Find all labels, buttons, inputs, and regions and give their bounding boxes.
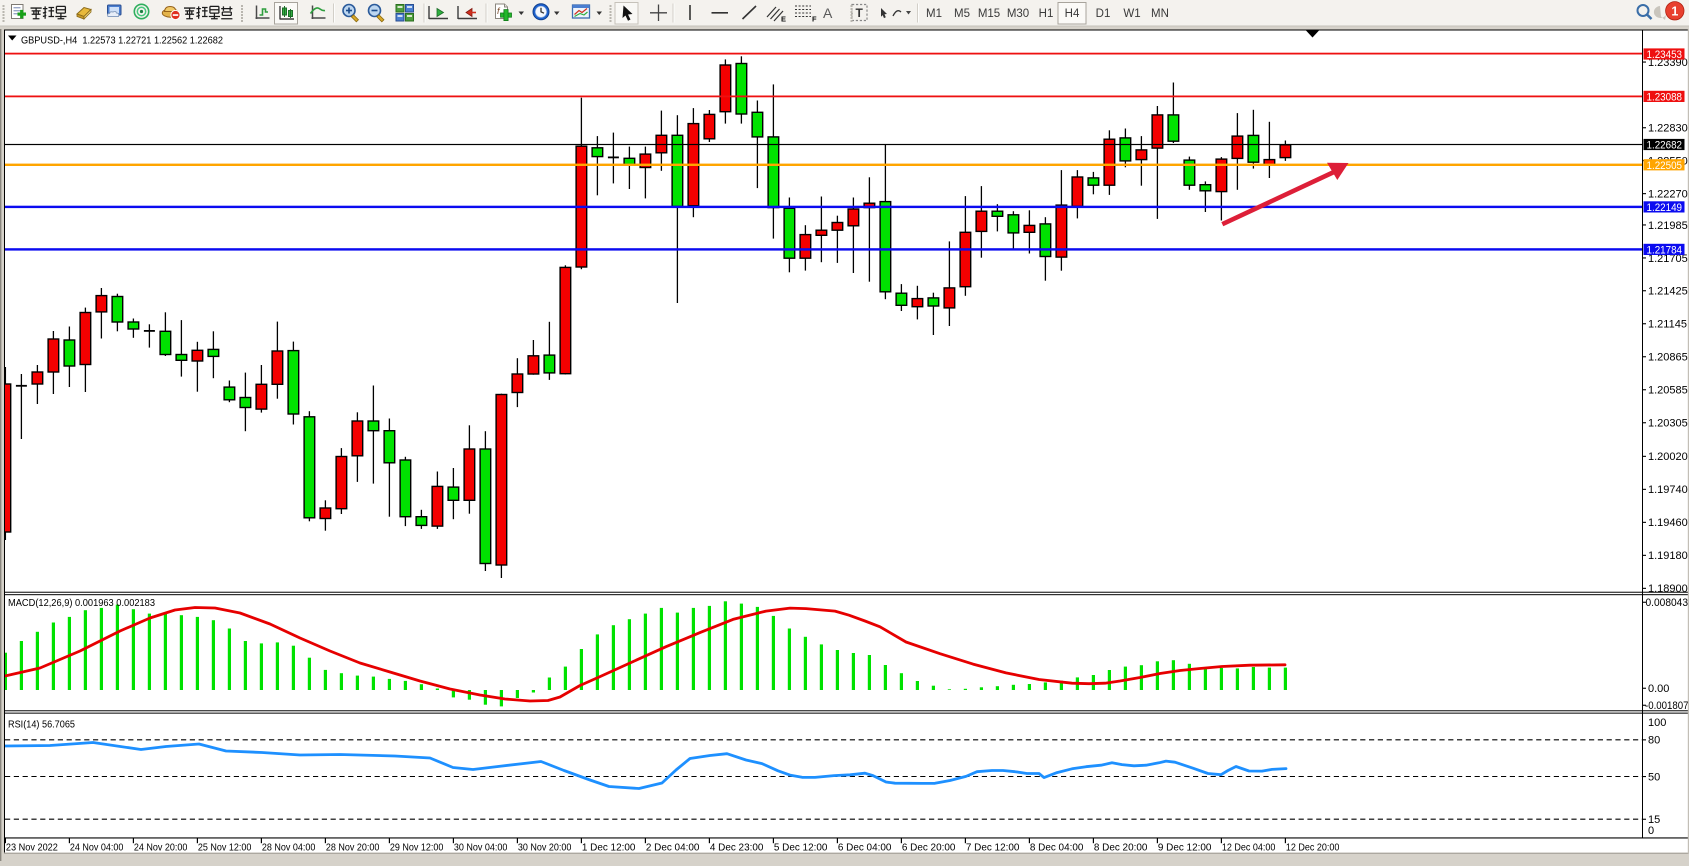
svg-text:1.20865: 1.20865: [1648, 352, 1688, 364]
svg-text:80: 80: [1648, 735, 1660, 747]
svg-text:1.18900: 1.18900: [1648, 583, 1688, 595]
svg-text:28 Nov 20:00: 28 Nov 20:00: [326, 843, 380, 854]
svg-text:MACD(12,26,9) 0.001963 0.00218: MACD(12,26,9) 0.001963 0.002183: [8, 598, 155, 609]
svg-text:8 Dec 04:00: 8 Dec 04:00: [1030, 843, 1084, 854]
svg-text:1.22149: 1.22149: [1647, 202, 1683, 214]
svg-text:1.22830: 1.22830: [1648, 123, 1688, 135]
svg-text:29 Nov 12:00: 29 Nov 12:00: [390, 843, 444, 854]
svg-text:GBPUSD-,H4 1.22573 1.22721 1.: GBPUSD-,H4 1.22573 1.22721 1.22562 1.226…: [21, 36, 223, 47]
svg-text:RSI(14) 56.7065: RSI(14) 56.7065: [8, 720, 75, 731]
svg-text:F: F: [812, 15, 817, 24]
svg-text:6 Dec 20:00: 6 Dec 20:00: [902, 843, 956, 854]
svg-text:-0.001807: -0.001807: [1645, 700, 1689, 712]
svg-text:2 Dec 04:00: 2 Dec 04:00: [646, 843, 700, 854]
svg-text:M30: M30: [1007, 8, 1029, 20]
svg-text:0.00: 0.00: [1648, 683, 1669, 695]
svg-text:A: A: [823, 5, 833, 21]
svg-text:1: 1: [1671, 4, 1678, 18]
svg-text:23 Nov 2022: 23 Nov 2022: [6, 843, 58, 854]
svg-text:50: 50: [1648, 772, 1660, 784]
svg-text:1 Dec 12:00: 1 Dec 12:00: [582, 843, 636, 854]
svg-text:1.23088: 1.23088: [1647, 91, 1683, 103]
svg-text:1.20020: 1.20020: [1648, 451, 1688, 463]
svg-text:1.23453: 1.23453: [1647, 49, 1683, 61]
svg-text:f: f: [497, 6, 501, 16]
svg-text:M15: M15: [978, 8, 1000, 20]
svg-text:D1: D1: [1096, 8, 1111, 20]
svg-text:1.21784: 1.21784: [1647, 244, 1683, 256]
svg-text:0.008043: 0.008043: [1646, 597, 1689, 609]
svg-text:15: 15: [1648, 814, 1660, 826]
svg-text:8 Dec 20:00: 8 Dec 20:00: [1094, 843, 1148, 854]
svg-text:24 Nov 20:00: 24 Nov 20:00: [134, 843, 188, 854]
svg-text:1.22270: 1.22270: [1648, 189, 1688, 201]
svg-text:25 Nov 12:00: 25 Nov 12:00: [198, 843, 252, 854]
svg-text:1.19460: 1.19460: [1648, 517, 1688, 529]
svg-text:M5: M5: [954, 8, 970, 20]
svg-text:1.21145: 1.21145: [1648, 319, 1687, 331]
svg-text:1.21985: 1.21985: [1648, 220, 1688, 232]
svg-text:9 Dec 12:00: 9 Dec 12:00: [1158, 843, 1212, 854]
svg-text:1.19740: 1.19740: [1648, 484, 1688, 496]
svg-text:1.22682: 1.22682: [1647, 140, 1683, 152]
svg-text:24 Nov 04:00: 24 Nov 04:00: [70, 843, 124, 854]
svg-text:H1: H1: [1039, 8, 1054, 20]
svg-text:T: T: [856, 6, 864, 20]
svg-text:12 Dec 20:00: 12 Dec 20:00: [1286, 843, 1340, 854]
svg-text:1.21425: 1.21425: [1648, 286, 1688, 298]
svg-text:MN: MN: [1151, 8, 1169, 20]
svg-text:W1: W1: [1123, 8, 1140, 20]
svg-text:1.20305: 1.20305: [1648, 418, 1688, 430]
svg-text:7 Dec 12:00: 7 Dec 12:00: [966, 843, 1020, 854]
svg-text:1.20585: 1.20585: [1648, 385, 1688, 397]
svg-text:30 Nov 20:00: 30 Nov 20:00: [518, 843, 572, 854]
svg-text:1.21705: 1.21705: [1648, 253, 1688, 265]
svg-text:1.22505: 1.22505: [1647, 160, 1683, 172]
svg-text:H4: H4: [1065, 8, 1080, 20]
svg-text:30 Nov 04:00: 30 Nov 04:00: [454, 843, 508, 854]
svg-text:12 Dec 04:00: 12 Dec 04:00: [1222, 843, 1276, 854]
svg-text:E: E: [781, 15, 786, 24]
svg-text:4 Dec 23:00: 4 Dec 23:00: [710, 843, 764, 854]
svg-text:0: 0: [1648, 825, 1654, 837]
svg-text:M1: M1: [926, 8, 942, 20]
svg-text:100: 100: [1648, 717, 1666, 729]
svg-text:6 Dec 04:00: 6 Dec 04:00: [838, 843, 892, 854]
svg-text:28 Nov 04:00: 28 Nov 04:00: [262, 843, 316, 854]
svg-text:1.23390: 1.23390: [1648, 57, 1688, 69]
svg-text:1.19180: 1.19180: [1648, 550, 1688, 562]
svg-text:5 Dec 12:00: 5 Dec 12:00: [774, 843, 828, 854]
